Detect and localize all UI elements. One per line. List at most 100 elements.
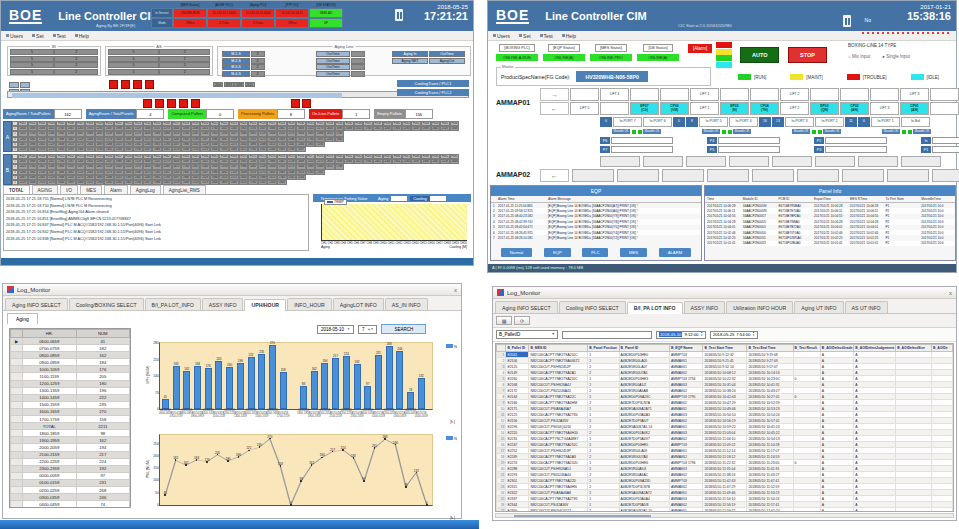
red-indicator [167, 99, 176, 108]
col-header[interactable]: B_Test End Time [747, 345, 793, 352]
hour-row: 0700-0759182 [11, 345, 130, 352]
radio-single-input[interactable]: ● Single Input [882, 54, 910, 59]
menu-set[interactable]: Set [519, 33, 531, 39]
port-badge: P2 [814, 137, 824, 144]
tab[interactable]: Aging INFO SELECT [5, 298, 68, 310]
panel-cell: 2017/01/21 10:0 [919, 241, 955, 246]
bar-value: 224 [344, 352, 349, 356]
bar-value: 184 [195, 362, 200, 366]
menu-help[interactable]: Help [562, 33, 576, 39]
date-to[interactable]: 2018-05-257:54:00▲▼ [710, 331, 758, 339]
rack-cell: 1905 [124, 147, 134, 152]
port-field[interactable] [825, 146, 887, 153]
refresh-button[interactable]: ⟳ [514, 316, 530, 325]
button-plc[interactable]: PLC [582, 248, 608, 257]
tab-total[interactable]: TOTAL [3, 185, 30, 194]
button-mes[interactable]: MES [620, 248, 647, 257]
port-field[interactable] [611, 146, 673, 153]
tab-alarm[interactable]: Alarm [104, 185, 128, 194]
port-field[interactable] [932, 146, 959, 153]
cell [9, 82, 19, 88]
field-select[interactable]: B_PalletID▼ [496, 330, 558, 339]
grid-view-button[interactable]: ▦ [496, 316, 512, 325]
menu-test[interactable]: Test [53, 33, 66, 39]
hour-row: 0000-005997 [11, 472, 130, 479]
hour-cell: 1000-1059 [23, 366, 77, 373]
buffer-cell [752, 169, 794, 182]
close-icon[interactable]: x [949, 290, 952, 296]
tab[interactable]: ASSY INFO [202, 298, 244, 310]
tab[interactable]: B/I_PA LOT_INFO [145, 298, 201, 310]
tab[interactable]: AS UT INFO [845, 301, 888, 313]
eqp-cell [600, 102, 629, 115]
tab[interactable]: B/I_PA LOT INFO [627, 302, 683, 314]
port-badge: P4 [707, 137, 717, 144]
rack-cell: 2510 [37, 147, 47, 152]
auto-button[interactable]: AUTO [740, 47, 779, 63]
cell [793, 508, 820, 512]
window-log-monitor-lot: Log_Monitorx Aging INFO SELECTCooling IN… [492, 286, 957, 521]
aging-value-box [391, 196, 407, 201]
filter-input[interactable] [562, 331, 652, 339]
port-field[interactable] [718, 137, 780, 144]
tab-i/o[interactable]: I/O [60, 185, 78, 194]
taskbar[interactable] [0, 520, 479, 529]
tab[interactable]: Utilization INFO HOUR [726, 301, 793, 313]
tab-mes[interactable]: MES [80, 185, 102, 194]
col-header[interactable]: B_EQP Name [669, 345, 703, 352]
hour-row: 0800-0859162 [11, 352, 130, 359]
stop-button[interactable]: STOP [788, 47, 827, 63]
date-picker[interactable]: 2018-05-10▼ [317, 325, 354, 334]
rack-cell: 2415 [85, 147, 95, 152]
col-header[interactable]: B_MES ID [529, 345, 588, 352]
radio-mix-input[interactable]: ○ Mix Input [848, 54, 870, 59]
col-header[interactable]: B_AOIDe [931, 345, 952, 352]
menu-users[interactable]: Users [493, 33, 510, 39]
pause-icon[interactable] [843, 15, 851, 27]
hour-row: 1400-1459222 [11, 394, 130, 401]
tab[interactable]: Aging INFO SELECT [495, 301, 558, 313]
port-field[interactable] [932, 137, 959, 144]
search-button[interactable]: SEARCH [381, 324, 426, 334]
port-field[interactable] [611, 137, 673, 144]
tab[interactable]: Cooling/BOXING SELECT [69, 298, 144, 310]
port-field[interactable] [825, 137, 887, 144]
col-header[interactable]: B_AOIDefectSize [896, 345, 932, 352]
red-indicator [302, 99, 311, 108]
bar-value: 158 [281, 368, 286, 372]
col-header: NUM [76, 330, 130, 338]
port-field[interactable] [718, 146, 780, 153]
date-from[interactable]: 2018-05-109:12:00▲▼ [656, 331, 706, 339]
col-header[interactable]: B_Pallet ID [506, 345, 529, 352]
col-header[interactable]: B_Test Start Time [703, 345, 747, 352]
col-header[interactable]: B_Panel ID [619, 345, 669, 352]
close-icon[interactable]: x [454, 287, 457, 293]
menu-set[interactable]: Set [32, 33, 44, 39]
tab-aging[interactable]: AGING [32, 185, 59, 194]
col-header[interactable]: B_Test Result [793, 345, 820, 352]
hour-row: 2200-2259224 [11, 458, 130, 465]
tab-aginglist_rms[interactable]: AgingList_RMS [163, 185, 206, 194]
button-alarm[interactable]: ALARM [659, 248, 691, 257]
tab[interactable]: Cooling INFO SELECT [559, 301, 626, 313]
tab-aginglog[interactable]: AgingLog [130, 185, 161, 194]
col-header[interactable]: B_AOIDefectGrade [820, 345, 854, 352]
row-marker [11, 451, 23, 458]
menu-test[interactable]: Test [540, 33, 553, 39]
tab[interactable]: INFO_HOUR [287, 298, 332, 310]
button-eqp[interactable]: EQP [544, 248, 571, 257]
tab[interactable]: AS_IN INFO [385, 298, 428, 310]
menu-users[interactable]: Users [6, 33, 23, 39]
tab[interactable]: ASSY INFO [684, 301, 726, 313]
tab[interactable]: UPH/HOUR [244, 299, 286, 311]
pause-icon[interactable] [395, 9, 403, 21]
col-header[interactable]: B_AOIDefectJudgement [854, 345, 896, 352]
hour-spinner[interactable]: 7▲▼ [358, 325, 377, 334]
tab[interactable]: AgingLOT INFO [333, 298, 384, 310]
menu-help[interactable]: Help [75, 33, 89, 39]
tab[interactable]: Aging UT INFO [794, 301, 843, 313]
horizontal-scrollbar[interactable] [495, 513, 954, 518]
tab-aging[interactable]: Aging [7, 313, 38, 324]
button-normal[interactable]: Normal [501, 248, 533, 257]
col-header[interactable]: B_Panel Position [588, 345, 619, 352]
